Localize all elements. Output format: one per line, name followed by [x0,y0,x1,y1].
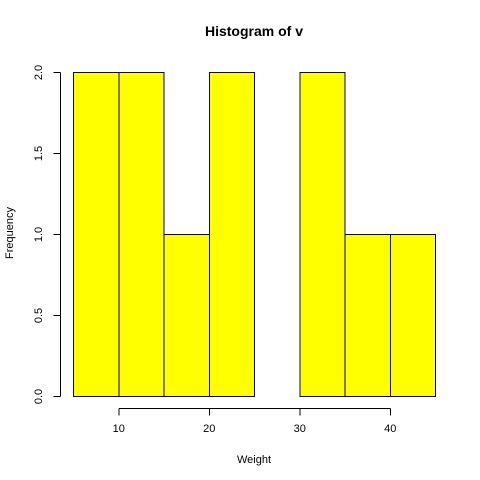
y-tick-label: 1.0 [33,227,45,242]
x-tick-label: 20 [203,423,215,435]
chart-title: Histogram of v [205,23,303,39]
x-axis: 10 20 30 40 [113,408,396,435]
histogram-bar [389,234,436,397]
bars-layer [73,72,436,397]
x-tick-label: 30 [294,423,306,435]
y-axis: 0.0 0.5 1.0 1.5 2.0 [33,65,61,404]
y-tick-label: 1.5 [33,146,45,161]
y-tick-label: 0.0 [33,389,45,404]
histogram-bar [163,234,210,397]
x-axis-label: Weight [237,454,271,466]
histogram-bar [344,234,391,397]
y-tick-label: 2.0 [33,65,45,80]
x-tick-label: 40 [384,423,396,435]
histogram-bar [118,72,165,397]
histogram-bar [208,72,255,397]
histogram-bar [73,72,120,397]
histogram-bar [299,72,346,397]
y-tick-label: 0.5 [33,308,45,323]
x-tick-label: 10 [113,423,125,435]
y-axis-label: Frequency [4,207,16,259]
